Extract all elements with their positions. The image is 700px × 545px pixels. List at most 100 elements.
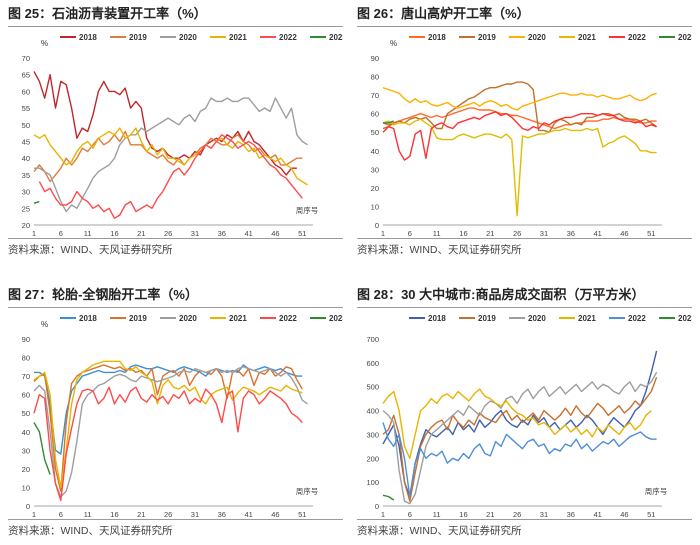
series-line-2021 [382,118,657,217]
y-tick-label: 200 [366,454,379,463]
x-tick-label: 31 [540,510,548,517]
x-tick-label: 16 [459,229,467,236]
series-line-2023 [382,494,395,501]
chart-housing: 2018 2019 2020 2021 2022 2023 0 100 200 300 400 500… [366,314,692,517]
x-tick-label: 51 [647,510,655,517]
legend-label: 2021 [578,314,596,323]
series-line-2022 [33,386,303,502]
series-line-2021 [382,388,652,460]
legend-label: 2019 [129,33,147,42]
x-tick-label: 1 [32,229,36,236]
y-tick-label: 90 [22,335,30,344]
legend-label: 2023 [678,314,692,323]
x-tick-label: 11 [433,510,441,517]
y-tick-label: 60 [22,87,30,96]
x-tick-label: 36 [218,510,226,517]
x-tick-label: 6 [408,510,412,517]
chart-panel-tire: 图 27：轮胎-全钢胎开工率（%） 2018 2019 2020 2021 2022 20… [8,283,348,543]
y-tick-label: 40 [371,147,379,156]
series-line-2023 [33,422,51,475]
series-line-2020 [382,87,657,111]
x-tick-label: 31 [191,229,199,236]
y-tick-label: 300 [366,430,379,439]
legend-label: 2018 [79,33,97,42]
series-line-2018 [33,71,297,176]
series-line-2023 [33,200,40,204]
series-line-2022 [382,111,657,161]
y-tick-label: 65 [22,71,30,80]
y-tick-label: 0 [375,502,379,511]
y-tick-label: 30 [371,165,379,174]
y-tick-label: 80 [371,73,379,82]
legend-label: 2019 [478,314,496,323]
x-tick-label: 16 [459,510,467,517]
y-tick-label: 55 [22,104,30,113]
source-note: 资料来源：WIND、天风证券研究所 [357,238,692,261]
y-tick-label: 20 [22,221,30,230]
x-tick-label: 46 [620,229,628,236]
x-tick-label: 51 [298,510,306,517]
y-tick-label: 40 [22,154,30,163]
y-tick-label: 400 [366,407,379,416]
y-tick-label: 50 [22,121,30,130]
source-note: 资料来源：WIND、天风证券研究所 [8,238,343,261]
y-tick-label: 40 [22,428,30,437]
y-tick-label: 700 [366,335,379,344]
legend-label: 2021 [229,33,247,42]
x-tick-label: 21 [486,229,494,236]
series-line-2019 [33,364,303,492]
x-tick-label: 46 [271,510,279,517]
legend-label: 2018 [79,314,97,323]
x-tick-label: 6 [59,510,63,517]
legend-label: 2018 [428,314,446,323]
series-line-2020 [33,366,309,498]
x-tick-label: 41 [593,229,601,236]
y-tick-label: 30 [22,188,30,197]
x-tick-label: 51 [647,229,655,236]
source-note: 资料来源：WIND、天风证券研究所 [8,519,343,542]
y-axis-unit: % [390,39,397,48]
legend-label: 2019 [478,33,496,42]
y-tick-label: 60 [22,391,30,400]
x-axis-label: 周序号 [296,205,319,215]
x-tick-label: 36 [218,229,226,236]
legend-label: 2023 [329,33,343,42]
x-tick-label: 51 [298,229,306,236]
x-tick-label: 41 [244,510,252,517]
source-note: 资料来源：WIND、天风证券研究所 [357,519,692,542]
chart-panel-tangshan-furnace: 图 26：唐山高炉开工率（%） 201820192020202120222023… [357,2,697,262]
x-tick-label: 16 [110,229,118,236]
series-line-2018 [382,350,658,498]
x-tick-label: 26 [513,229,521,236]
series-line-2022 [382,422,657,498]
y-tick-label: 30 [22,446,30,455]
x-tick-label: 26 [164,510,172,517]
y-tick-label: 100 [366,478,379,487]
x-tick-label: 41 [244,229,252,236]
x-tick-label: 36 [567,229,575,236]
x-tick-label: 26 [513,510,521,517]
series-line-2023 [383,120,394,124]
y-tick-label: 80 [22,354,30,363]
series-line-2022 [38,134,303,220]
legend-label: 2020 [528,33,546,42]
legend-label: 2022 [279,314,297,323]
legend-label: 2020 [179,314,197,323]
series-line-2019 [382,81,658,133]
legend-label: 2022 [628,33,646,42]
chart-title: 图 28：30 大中城市:商品房成交面积（万平方米） [357,283,692,308]
y-tick-label: 35 [22,171,30,180]
chart-panel-asphalt: 图 25：石油沥青装置开工率（%） 2018 2019 2020 2021 2022 20… [8,2,348,262]
series-line-2019 [382,376,658,502]
y-tick-label: 50 [22,409,30,418]
series-line-2021 [33,360,303,489]
y-tick-label: 10 [371,202,379,211]
y-tick-label: 50 [371,128,379,137]
y-tick-label: 20 [371,184,379,193]
x-tick-label: 16 [110,510,118,517]
x-tick-label: 1 [381,229,385,236]
series-line-2018 [34,364,303,455]
legend-label: 2023 [678,33,692,42]
y-tick-label: 70 [371,91,379,100]
chart-title: 图 25：石油沥青装置开工率（%） [8,2,343,27]
